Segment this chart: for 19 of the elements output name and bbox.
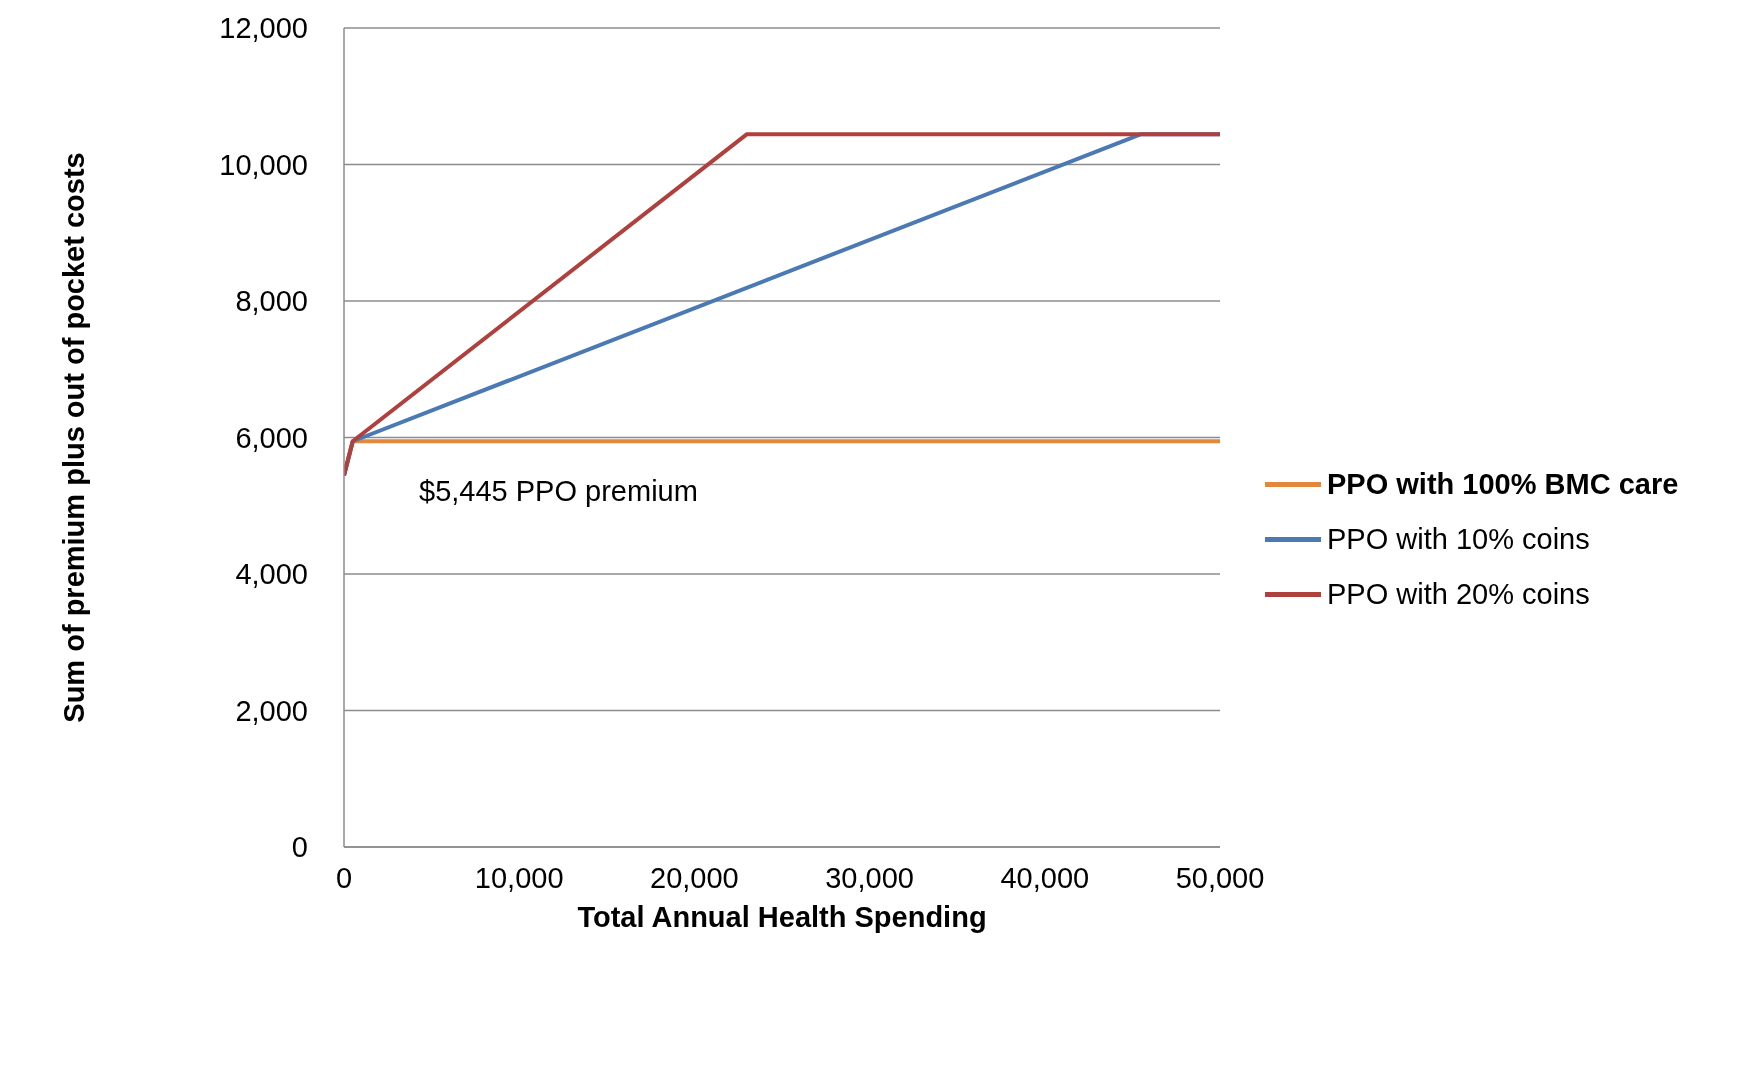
- x-tick-label: 30,000: [825, 861, 914, 894]
- y-tick-label: 6,000: [235, 421, 308, 454]
- y-tick-label: 12,000: [219, 12, 308, 45]
- annotation: $5,445 PPO premium: [419, 474, 698, 507]
- y-axis-title: Sum of premium plus out of pocket costs: [58, 152, 91, 723]
- y-tick-label: 10,000: [219, 148, 308, 181]
- x-tick-label: 50,000: [1175, 861, 1265, 894]
- x-tick-label: 20,000: [650, 861, 739, 894]
- x-tick-label: 10,000: [474, 861, 564, 894]
- legend-label: PPO with 10% coins: [1327, 523, 1590, 556]
- x-axis-title: Total Annual Health Spending: [577, 901, 987, 933]
- y-tick-label: 4,000: [235, 558, 308, 591]
- x-tick-label: 40,000: [1000, 861, 1090, 894]
- x-tick-label: 0: [335, 861, 353, 894]
- legend-label: PPO with 20% coins: [1327, 578, 1590, 611]
- y-tick-label: 2,000: [235, 694, 308, 727]
- y-tick-label: 0: [291, 831, 308, 864]
- legend-label: PPO with 100% BMC care: [1327, 468, 1679, 501]
- y-tick-label: 8,000: [235, 285, 308, 318]
